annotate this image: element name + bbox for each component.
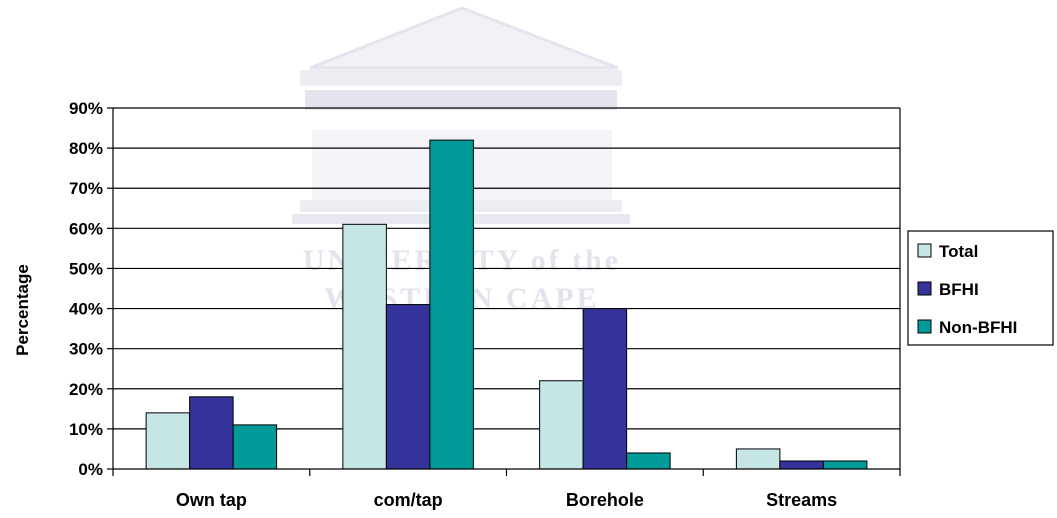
x-category-label: Own tap [176,490,247,510]
bar-total-1 [342,223,387,470]
bar-non-bfhi-0 [232,424,278,470]
y-tick-label: 60% [69,219,103,238]
y-tick-label: 30% [69,340,103,359]
bar-non-bfhi-2 [626,452,671,470]
bars [145,139,868,470]
bar-total-0 [145,412,191,470]
bar-bfhi-0 [189,396,234,470]
axes [107,107,901,476]
legend-label: Non-BFHI [939,318,1017,337]
x-category-labels: Own tap com/tap Borehole Streams [176,490,837,510]
legend-swatch [917,243,932,258]
x-category-label: Borehole [566,490,644,510]
bar-bfhi-3 [779,460,824,470]
x-category-label: Streams [766,490,837,510]
bar-bfhi-2 [582,308,628,470]
y-tick-label: 90% [69,99,103,118]
y-tick-label: 80% [69,139,103,158]
legend-swatch [917,319,932,334]
y-tick-label: 20% [69,380,103,399]
y-tick-labels: 0% 10% 20% 30% 40% 50% 60% 70% 80% 90% [69,99,103,479]
y-tick-label: 0% [78,460,103,479]
y-tick-label: 40% [69,300,103,319]
bar-total-2 [539,380,584,470]
legend-label: Total [939,242,978,261]
x-category-label: com/tap [374,490,443,510]
bar-non-bfhi-1 [429,139,474,470]
bar-total-3 [735,448,781,470]
y-tick-label: 50% [69,259,103,278]
y-tick-label: 10% [69,420,103,439]
legend-box [907,230,1054,346]
legend: Total BFHI Non-BFHI [907,230,1054,346]
legend-label: BFHI [939,280,979,299]
y-tick-label: 70% [69,179,103,198]
bar-bfhi-1 [385,304,431,470]
legend-swatch [917,281,932,296]
y-axis-label: Percentage [13,264,32,356]
bar-non-bfhi-3 [822,460,868,470]
